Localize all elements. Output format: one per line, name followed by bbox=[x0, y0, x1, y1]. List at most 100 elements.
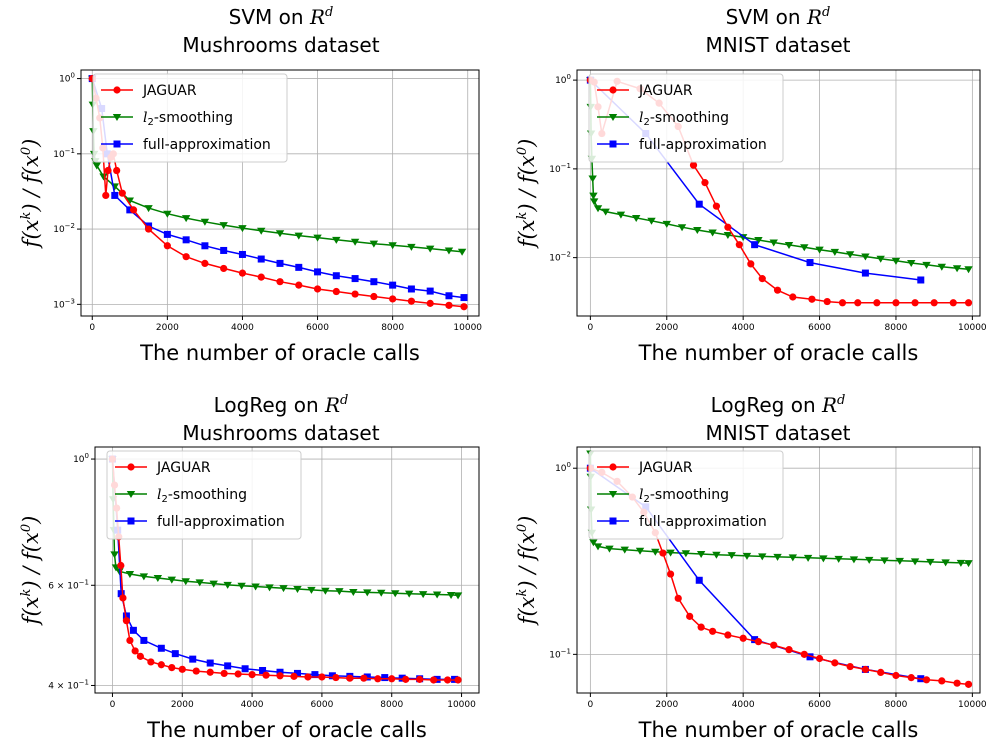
data-point-circle bbox=[861, 665, 870, 674]
data-point-triangle-down bbox=[937, 263, 947, 271]
data-point-square bbox=[293, 669, 301, 677]
y-tick-label: 4 × 10−1 bbox=[48, 678, 89, 691]
data-point-triangle-down bbox=[313, 234, 322, 242]
x-axis-label: The number of oracle calls bbox=[638, 341, 919, 365]
data-point-triangle-down bbox=[457, 248, 467, 256]
legend-marker-square bbox=[609, 140, 617, 148]
x-tick-label: 10000 bbox=[447, 700, 476, 710]
data-point-triangle-down bbox=[861, 253, 870, 261]
data-point-circle bbox=[238, 269, 247, 277]
x-tick-label: 8000 bbox=[380, 700, 403, 710]
chart-subtitle: Mushrooms dataset bbox=[182, 421, 379, 445]
data-point-triangle-down bbox=[754, 237, 763, 245]
data-point-circle bbox=[220, 264, 228, 273]
data-point-triangle-down bbox=[876, 255, 885, 263]
data-point-triangle-down bbox=[407, 243, 416, 251]
x-tick-label: 10000 bbox=[958, 700, 986, 710]
chart-title: SVM on Rd bbox=[229, 5, 334, 29]
data-point-circle bbox=[907, 674, 915, 682]
data-point-triangle-down bbox=[125, 197, 135, 205]
legend-marker-circle bbox=[609, 86, 617, 94]
data-point-triangle-down bbox=[593, 205, 603, 213]
data-point-triangle-down bbox=[926, 558, 935, 566]
data-point-circle bbox=[773, 286, 782, 294]
data-point-square bbox=[695, 576, 703, 584]
data-point-triangle-down bbox=[251, 583, 260, 591]
data-point-triangle-down bbox=[773, 553, 782, 561]
data-point-square bbox=[381, 674, 389, 682]
data-point-circle bbox=[126, 636, 134, 645]
data-point-circle bbox=[102, 191, 110, 200]
data-point-circle bbox=[117, 561, 125, 570]
data-point-square bbox=[426, 287, 434, 295]
plot-frame bbox=[576, 446, 981, 694]
y-tick-label: 100 bbox=[73, 452, 89, 465]
legend-box bbox=[92, 73, 288, 163]
x-tick-label: 0 bbox=[110, 700, 116, 710]
data-point-triangle-down bbox=[666, 549, 675, 557]
data-point-square bbox=[117, 590, 125, 598]
chart-panel-4: LogReg on Rd MNIST dataset 0 2000 4000 6000 80… bbox=[515, 393, 986, 742]
data-point-circle bbox=[313, 285, 322, 293]
data-point-triangle-down bbox=[200, 218, 210, 226]
data-point-triangle-down bbox=[803, 554, 813, 562]
data-point-circle bbox=[758, 275, 766, 283]
data-point-circle bbox=[370, 292, 378, 301]
x-axis-label: The number of oracle calls bbox=[146, 718, 427, 742]
data-point-square bbox=[276, 259, 284, 267]
chart-subtitle: Mushrooms dataset bbox=[182, 33, 379, 57]
data-point-triangle-down bbox=[696, 551, 706, 559]
data-point-circle bbox=[163, 242, 171, 250]
data-point-circle bbox=[388, 675, 396, 683]
x-axis-label: The number of oracle calls bbox=[638, 718, 919, 742]
data-point-triangle-down bbox=[588, 175, 597, 183]
data-point-triangle-down bbox=[742, 552, 752, 560]
chart-subtitle: MNIST dataset bbox=[706, 33, 851, 57]
data-point-triangle-down bbox=[294, 232, 303, 240]
data-point-triangle-down bbox=[677, 224, 687, 232]
data-point-circle bbox=[697, 623, 705, 631]
data-point-circle bbox=[206, 668, 214, 676]
data-point-circle bbox=[831, 659, 839, 667]
data-point-triangle-down bbox=[907, 260, 916, 268]
legend-label: full-approximation bbox=[639, 137, 767, 153]
data-point-circle bbox=[823, 297, 831, 306]
legend-marker-circle bbox=[113, 86, 121, 94]
data-point-triangle-down bbox=[800, 244, 809, 252]
data-point-triangle-down bbox=[632, 214, 641, 222]
data-point-triangle-down bbox=[209, 580, 218, 588]
data-point-triangle-down bbox=[589, 192, 598, 200]
y-tick-label: 10−1 bbox=[549, 162, 571, 175]
data-point-triangle-down bbox=[952, 265, 962, 273]
data-point-circle bbox=[735, 241, 743, 249]
data-point-circle bbox=[182, 253, 190, 261]
data-point-circle bbox=[290, 672, 298, 680]
data-point-circle bbox=[892, 671, 900, 680]
legend-marker-triangle-down bbox=[608, 114, 618, 121]
data-point-circle bbox=[122, 617, 131, 625]
data-point-circle bbox=[119, 594, 127, 602]
data-point-triangle-down bbox=[425, 245, 435, 253]
data-point-circle bbox=[800, 650, 808, 658]
data-point-triangle-down bbox=[125, 571, 135, 579]
data-point-triangle-down bbox=[446, 591, 456, 599]
data-point-triangle-down bbox=[349, 588, 358, 596]
legend-marker-circle bbox=[609, 463, 617, 471]
data-point-circle bbox=[701, 179, 709, 187]
legend-marker-triangle-down bbox=[126, 491, 136, 498]
data-point-triangle-down bbox=[865, 556, 874, 564]
data-point-circle bbox=[445, 301, 453, 309]
y-axis-label: f(xk) / f(x0) bbox=[19, 139, 43, 250]
data-point-triangle-down bbox=[275, 230, 285, 238]
data-point-triangle-down bbox=[238, 225, 247, 233]
x-tick-label: 8000 bbox=[885, 323, 908, 333]
data-point-triangle-down bbox=[895, 557, 904, 565]
data-point-triangle-down bbox=[369, 240, 379, 248]
data-point-circle bbox=[460, 303, 468, 311]
data-point-circle bbox=[147, 658, 155, 666]
data-point-triangle-down bbox=[727, 552, 736, 560]
data-point-triangle-down bbox=[849, 556, 859, 564]
plot-frame bbox=[94, 446, 480, 694]
data-point-square bbox=[398, 674, 406, 682]
legend-marker-triangle-down bbox=[112, 114, 122, 121]
